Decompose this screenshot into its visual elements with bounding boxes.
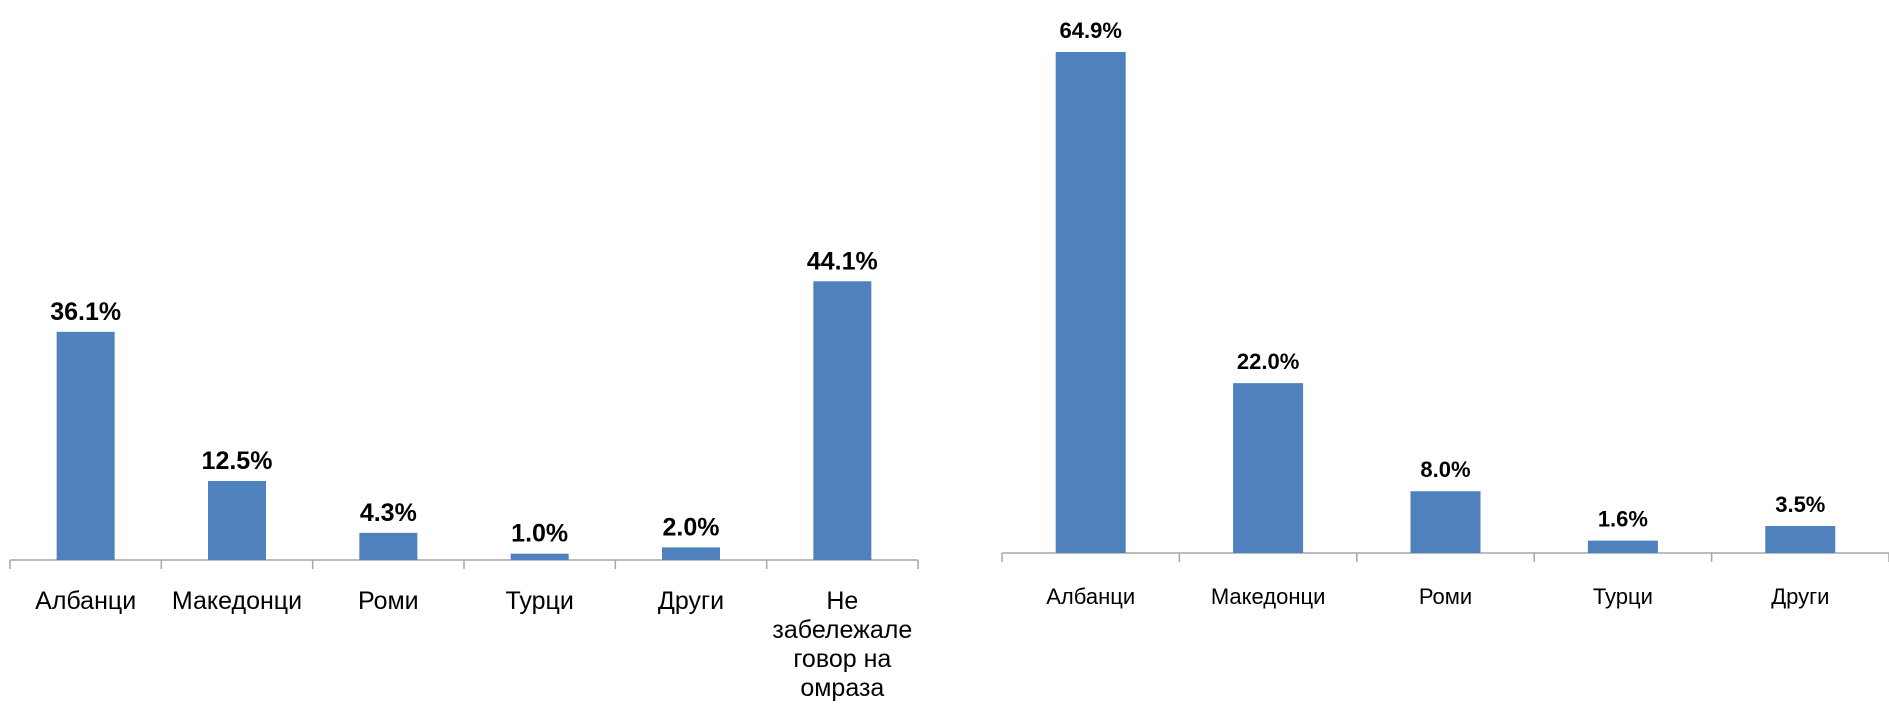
category-label: Албанци <box>35 587 136 615</box>
bar <box>1410 491 1481 553</box>
bar <box>1233 383 1304 553</box>
data-label: 8.0% <box>1420 457 1470 482</box>
chart-right: 64.9% Албанци 22.0% Македонци 8.0% Роми 1.6% Ту… <box>1001 18 1889 609</box>
category-label: Турци <box>1593 584 1653 609</box>
bar <box>1055 51 1126 554</box>
bar <box>510 553 569 560</box>
category-label: Други <box>1771 584 1829 609</box>
chart-left: 36.1% Албанци 12.5% Македонци 4.3% Роми 1.0% Ту… <box>9 247 919 702</box>
data-label: 1.6% <box>1598 507 1648 532</box>
category-label: Албанци <box>1046 584 1135 609</box>
bar <box>359 532 418 560</box>
category-label: Роми <box>1419 584 1472 609</box>
category-label: Други <box>658 587 724 615</box>
bar <box>1765 525 1836 553</box>
data-label: 3.5% <box>1775 492 1825 517</box>
data-label: 64.9% <box>1060 18 1122 43</box>
bar <box>208 481 266 560</box>
bar <box>662 547 720 560</box>
data-label: 22.0% <box>1237 349 1299 374</box>
bar <box>1587 540 1658 553</box>
data-label: 44.1% <box>807 247 878 275</box>
data-label: 1.0% <box>511 520 568 548</box>
category-label: Македонци <box>1211 584 1326 609</box>
bar <box>813 281 872 560</box>
category-label: Роми <box>358 587 419 615</box>
category-label: Македонци <box>172 587 302 615</box>
data-label: 36.1% <box>50 298 121 326</box>
data-label: 4.3% <box>360 499 417 527</box>
data-label: 12.5% <box>202 447 273 475</box>
category-label: Турци <box>506 587 574 615</box>
data-label: 2.0% <box>663 513 720 541</box>
bar <box>56 331 115 560</box>
category-label: Не забележале говор на омраза <box>772 587 912 702</box>
